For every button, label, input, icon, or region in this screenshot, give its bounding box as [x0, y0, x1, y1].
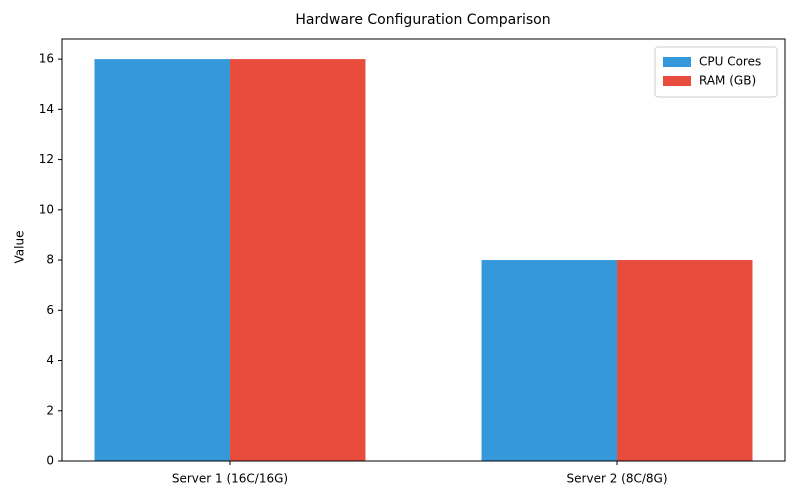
bar — [94, 59, 230, 461]
y-tick-label: 6 — [46, 303, 54, 317]
chart-title: Hardware Configuration Comparison — [295, 12, 550, 28]
x-tick-label: Server 2 (8C/8G) — [567, 472, 668, 486]
y-tick-label: 4 — [46, 353, 54, 367]
y-tick-label: 14 — [39, 102, 54, 116]
legend-swatch — [663, 76, 691, 86]
plot-frame — [61, 38, 786, 462]
y-tick-label: 12 — [39, 152, 54, 166]
legend-swatch — [663, 57, 691, 67]
bar — [481, 260, 618, 461]
bar — [617, 260, 753, 461]
y-tick-label: 0 — [46, 454, 54, 468]
bar — [229, 59, 366, 461]
legend-label: RAM (GB) — [699, 74, 756, 88]
x-tick-label: Server 1 (16C/16G) — [172, 472, 288, 486]
y-axis-label: Value — [13, 231, 27, 264]
y-tick-label: 8 — [46, 253, 54, 267]
y-tick-label: 2 — [46, 403, 54, 417]
y-tick-label: 16 — [39, 52, 54, 66]
legend-label: CPU Cores — [699, 55, 761, 69]
y-tick-label: 10 — [39, 202, 54, 216]
